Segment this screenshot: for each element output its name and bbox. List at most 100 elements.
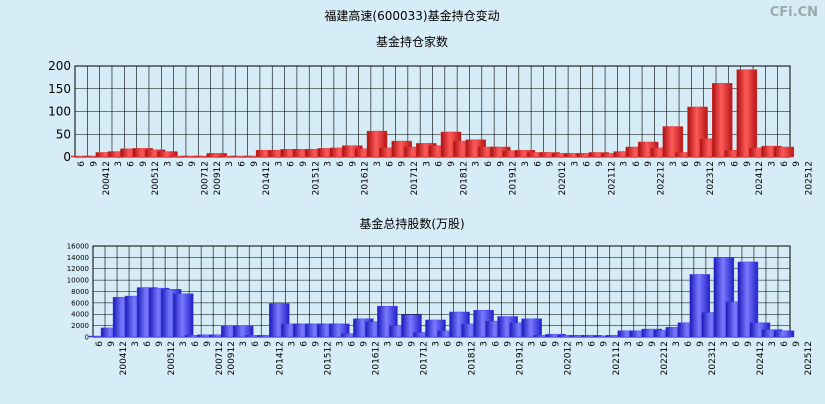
x-tick-label: 9 [552,341,562,347]
shares-bar [737,261,759,338]
x-tick-label: 6 [77,161,87,167]
x-tick-label: 9 [203,341,213,347]
x-tick-label: 201512 [323,341,333,375]
x-tick-label: 9 [496,161,506,167]
x-tick-label: 3 [718,161,728,167]
x-tick-label: 3 [163,161,173,167]
x-tick-label: 6 [492,341,502,347]
x-tick-label: 202212 [657,161,667,195]
x-tick-label: 9 [694,161,704,167]
x-tick-label: 9 [648,341,658,347]
x-tick-label: 202012 [558,161,568,195]
x-tick-label: 9 [155,341,165,347]
x-tick-label: 6 [681,161,691,167]
x-tick-label: 3 [720,341,730,347]
y-tick-label: 12000 [67,265,89,273]
x-tick-label: 3 [373,161,383,167]
holders-bar [157,151,178,158]
x-tick-label: 6 [444,341,454,347]
x-tick-label: 202312 [706,161,716,195]
holders-bar [206,153,227,158]
y-tick-label: 14000 [67,254,89,262]
x-tick-label: 9 [348,161,358,167]
x-tick-label: 201812 [468,341,478,375]
x-tick-label: 6 [385,161,395,167]
watermark-logo: CFi.CN [770,5,818,20]
x-tick-label: 202012 [564,341,574,375]
x-tick-label: 9 [139,161,149,167]
y-tick-label: 0 [63,150,71,164]
x-tick-label: 9 [407,341,417,347]
x-tick-label: 202212 [660,341,670,375]
x-tick-label: 6 [237,161,247,167]
shares-bar [773,330,795,338]
x-tick-label: 6 [636,341,646,347]
x-tick-label: 201912 [509,161,519,195]
x-tick-label: 9 [299,161,309,167]
y-tick-label: 0 [85,333,89,341]
x-tick-label: 201712 [410,161,420,195]
x-tick-label: 9 [792,341,802,347]
x-tick-label: 6 [684,341,694,347]
x-tick-label: 6 [251,341,261,347]
x-tick-label: 6 [732,341,742,347]
x-tick-label: 200712 [200,161,210,195]
x-tick-label: 201612 [361,161,371,195]
x-tick-label: 200712 [215,341,225,375]
x-tick-label: 6 [126,161,136,167]
x-tick-label: 3 [239,341,249,347]
x-tick-label: 6 [583,161,593,167]
x-tick-label: 3 [768,341,778,347]
x-tick-label: 6 [731,161,741,167]
x-tick-label: 202412 [755,161,765,195]
x-tick-label: 9 [398,161,408,167]
y-tick-label: 4000 [71,311,89,319]
x-tick-label: 6 [780,161,790,167]
x-tick-label: 3 [131,341,141,347]
x-tick-label: 6 [780,341,790,347]
x-tick-label: 9 [696,341,706,347]
y-tick-label: 6000 [71,299,89,307]
x-tick-label: 3 [274,161,284,167]
x-tick-label: 6 [484,161,494,167]
x-tick-label: 3 [431,341,441,347]
x-tick-label: 3 [114,161,124,167]
x-tick-label: 3 [669,161,679,167]
y-tick-label: 100 [48,105,71,119]
x-tick-label: 9 [600,341,610,347]
holders-bar [773,146,795,158]
x-tick-label: 9 [456,341,466,347]
x-tick-label: 9 [447,161,457,167]
shares-bar [521,318,542,338]
x-tick-label: 6 [143,341,153,347]
x-tick-label: 200412 [119,341,129,375]
x-tick-label: 6 [533,161,543,167]
x-tick-label: 6 [287,161,297,167]
x-tick-label: 200912 [213,161,223,195]
x-tick-label: 200512 [151,161,161,195]
x-tick-label: 9 [188,161,198,167]
x-tick-label: 3 [225,161,235,167]
x-tick-label: 6 [540,341,550,347]
x-tick-label: 202512 [804,161,814,195]
x-tick-label: 6 [176,161,186,167]
y-tick-label: 16000 [67,242,89,250]
x-tick-label: 9 [546,161,556,167]
x-tick-label: 6 [95,341,105,347]
holders-bar [711,83,733,158]
x-tick-label: 3 [472,161,482,167]
x-tick-label: 3 [624,341,634,347]
x-tick-label: 3 [570,161,580,167]
shares-bar [401,314,422,338]
x-tick-label: 3 [528,341,538,347]
x-tick-label: 6 [435,161,445,167]
x-tick-label: 9 [250,161,260,167]
x-tick-label: 9 [107,341,117,347]
x-tick-label: 200412 [102,161,112,195]
shares-bar [233,325,254,338]
x-tick-label: 9 [595,161,605,167]
y-tick-label: 2000 [71,322,89,330]
